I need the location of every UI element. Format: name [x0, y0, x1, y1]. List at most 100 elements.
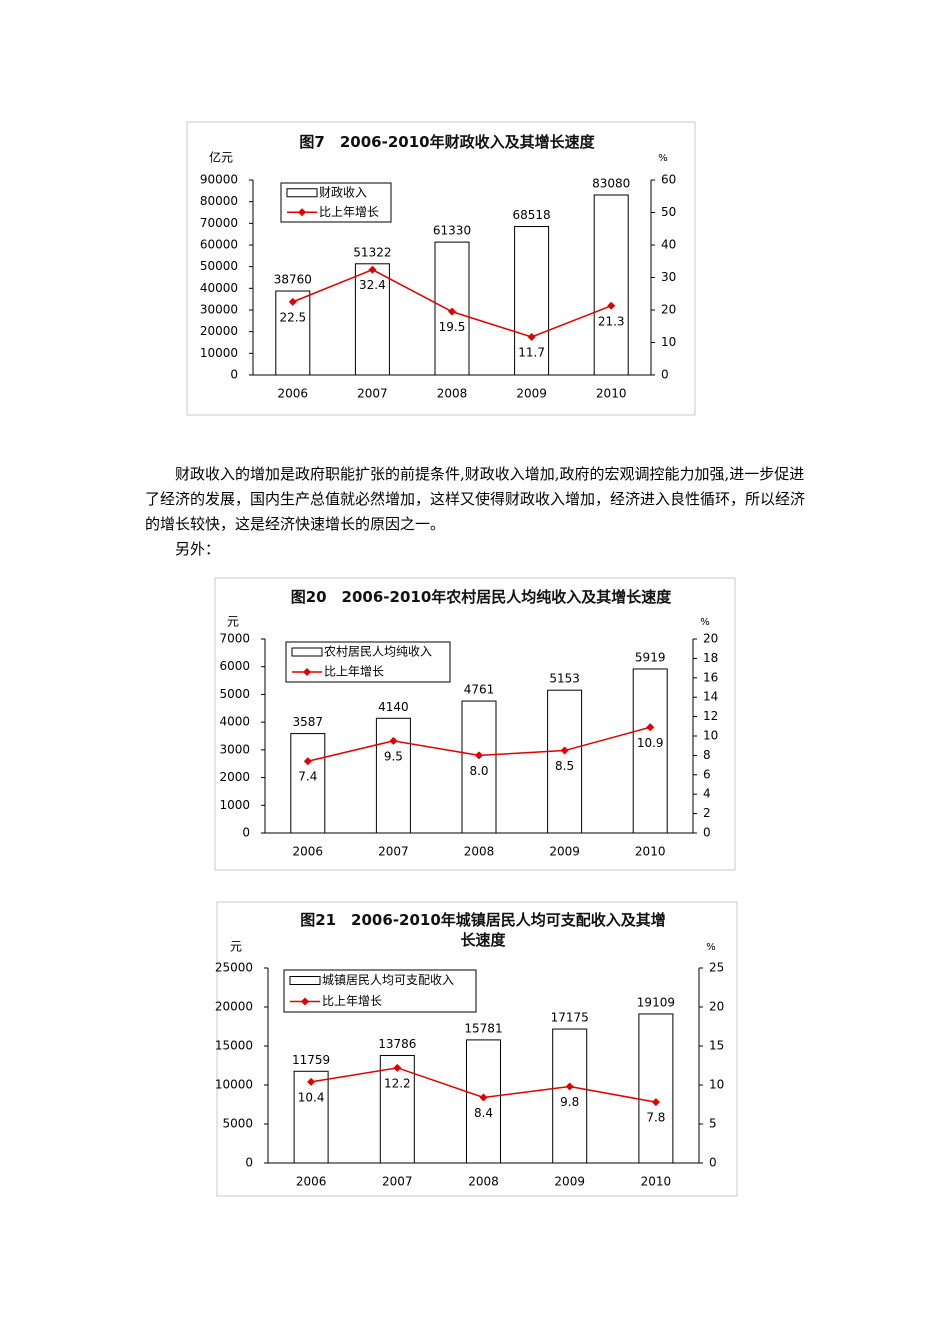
growth-marker — [651, 1098, 660, 1107]
growth-marker — [393, 1063, 402, 1072]
y-tick-label: 20000 — [200, 324, 238, 338]
y-axis-unit: 亿元 — [209, 150, 233, 165]
bar-value-label: 61330 — [433, 224, 471, 238]
growth-value-label: 9.5 — [384, 749, 403, 763]
x-tick-label: 2010 — [641, 1175, 672, 1189]
y-tick-label: 3000 — [219, 742, 250, 756]
growth-value-label: 19.5 — [439, 320, 466, 334]
growth-value-label: 12.2 — [384, 1076, 411, 1090]
y2-tick-label: 20 — [661, 303, 676, 317]
y-tick-label: 50000 — [200, 259, 238, 273]
y-tick-label: 10000 — [215, 1078, 253, 1092]
y-axis-unit: 元 — [230, 940, 242, 954]
chart-title: 图20 2006-2010年农村居民人均纯收入及其增长速度 — [290, 588, 672, 606]
bar — [290, 733, 326, 834]
chart-frame — [214, 577, 736, 871]
growth-marker — [646, 723, 655, 732]
y2-tick-label: 8 — [703, 748, 711, 762]
chart-title: 图21 2006-2010年城镇居民人均可支配收入及其增长速度 — [300, 911, 666, 949]
y-tick-label: 2000 — [219, 770, 250, 784]
bar — [552, 1028, 588, 1164]
legend-marker — [298, 208, 306, 217]
y-tick-label: 15000 — [215, 1039, 253, 1053]
x-tick-label: 2007 — [357, 387, 388, 401]
y2-tick-label: 15 — [709, 1039, 724, 1053]
bar-value-label: 19109 — [637, 995, 675, 1009]
legend-label: 农村居民人均纯收入 — [324, 645, 432, 659]
x-tick-label: 2010 — [635, 845, 666, 859]
y2-tick-label: 2 — [703, 806, 711, 820]
bar-value-label: 17175 — [551, 1011, 589, 1025]
x-tick-label: 2009 — [554, 1175, 585, 1189]
y2-tick-label: 5 — [709, 1117, 717, 1131]
growth-marker — [288, 297, 297, 306]
y-tick-label: 80000 — [200, 194, 238, 208]
y-tick-label: 0 — [245, 1156, 253, 1170]
chart-frame — [186, 121, 696, 416]
y-tick-label: 5000 — [222, 1117, 253, 1131]
y-tick-label: 70000 — [200, 216, 238, 230]
y2-tick-label: 10 — [709, 1078, 724, 1092]
bar-value-label: 11759 — [292, 1053, 330, 1067]
y2-tick-label: 0 — [703, 826, 711, 840]
x-tick-label: 2008 — [468, 1175, 499, 1189]
x-tick-label: 2007 — [382, 1175, 413, 1189]
y2-tick-label: 10 — [703, 729, 718, 743]
growth-marker — [303, 757, 312, 766]
y-tick-label: 60000 — [200, 238, 238, 252]
y-tick-label: 0 — [242, 826, 250, 840]
bar — [638, 1013, 674, 1164]
bar — [461, 700, 497, 834]
legend-label: 财政收入 — [319, 185, 367, 199]
y2-axis-unit: % — [658, 153, 668, 164]
bar-value-label: 38760 — [274, 273, 312, 287]
y-tick-label: 7000 — [219, 632, 250, 646]
paragraph: 另外： — [175, 540, 221, 558]
y-tick-label: 20000 — [215, 1000, 253, 1014]
y2-axis-unit: % — [700, 617, 710, 628]
x-tick-label: 2009 — [516, 387, 547, 401]
growth-marker — [475, 751, 483, 760]
x-tick-label: 2010 — [596, 387, 627, 401]
y2-tick-label: 25 — [709, 961, 724, 975]
bar — [375, 717, 411, 834]
growth-value-label: 10.9 — [637, 736, 664, 750]
bar-value-label: 3587 — [293, 715, 324, 729]
bar — [632, 668, 668, 834]
growth-value-label: 10.4 — [298, 1090, 325, 1104]
legend-swatch — [286, 188, 318, 198]
x-tick-label: 2007 — [378, 845, 409, 859]
x-tick-label: 2006 — [293, 845, 324, 859]
growth-value-label: 7.8 — [646, 1111, 665, 1125]
legend-label: 比上年增长 — [322, 994, 382, 1008]
bar — [593, 194, 629, 376]
bar-value-label: 4761 — [464, 683, 495, 697]
y2-tick-label: 12 — [703, 709, 718, 723]
growth-marker — [527, 332, 536, 341]
bar — [379, 1054, 415, 1164]
y2-tick-label: 4 — [703, 787, 711, 801]
growth-marker — [565, 1082, 574, 1091]
y2-tick-label: 0 — [661, 368, 669, 382]
bar-value-label: 5153 — [549, 672, 580, 686]
y-tick-label: 25000 — [215, 961, 253, 975]
y-tick-label: 90000 — [200, 173, 238, 187]
legend-label: 比上年增长 — [324, 665, 384, 679]
y2-tick-label: 14 — [703, 690, 718, 704]
y-tick-label: 1000 — [219, 798, 250, 812]
y2-tick-label: 18 — [703, 651, 718, 665]
y-tick-label: 0 — [230, 368, 238, 382]
x-tick-label: 2006 — [278, 387, 309, 401]
legend-swatch — [291, 647, 323, 657]
bar — [293, 1070, 329, 1164]
y-axis-unit: 元 — [227, 615, 239, 629]
growth-value-label: 8.0 — [469, 764, 488, 778]
y2-tick-label: 10 — [661, 335, 676, 349]
y-tick-label: 6000 — [219, 659, 250, 673]
bar — [466, 1039, 501, 1164]
y2-tick-label: 0 — [709, 1156, 717, 1170]
growth-marker — [448, 307, 456, 316]
growth-value-label: 22.5 — [279, 310, 306, 324]
y2-tick-label: 20 — [703, 632, 718, 646]
x-tick-label: 2006 — [296, 1175, 327, 1189]
